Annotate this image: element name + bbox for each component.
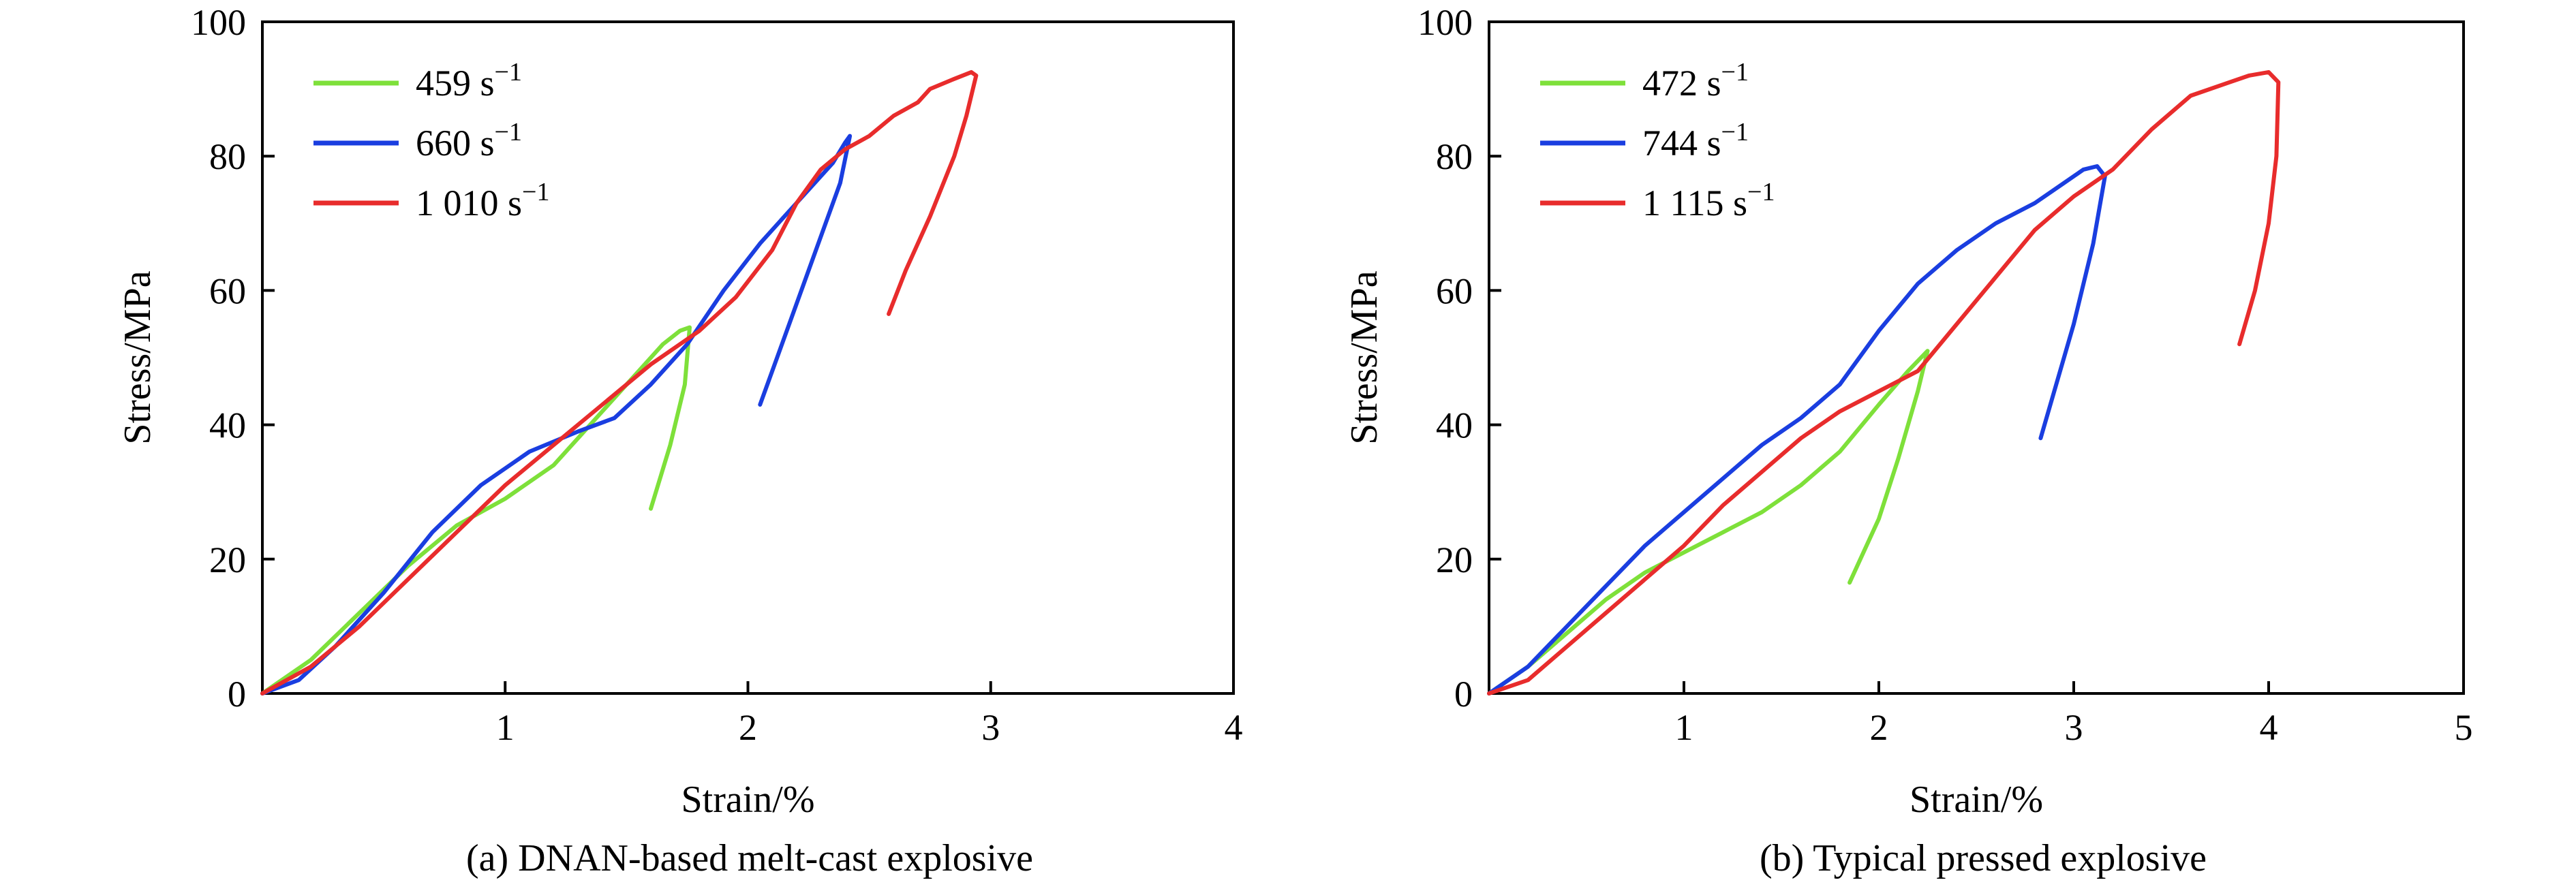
panel-a-y-tick-label: 80 xyxy=(209,136,246,177)
panel-b-y-axis-label: Stress/MPa xyxy=(1343,270,1385,444)
panel-b-series-line-2 xyxy=(1487,164,2107,695)
panel-b: (b) Typical pressed explosive 1 2 3 4 5 0 20 40… xyxy=(1343,2,2473,879)
panel-b-caption: (b) Typical pressed explosive xyxy=(1760,837,2207,879)
panel-a-y-tick-label: 60 xyxy=(209,270,246,311)
panel-a-y-tick-label: 0 xyxy=(228,674,246,715)
panel-b-y-tick-label: 60 xyxy=(1436,270,1473,311)
panel-b-legend-label-superscript: −1 xyxy=(1721,58,1749,87)
panel-b-x-tick-label: 3 xyxy=(2065,707,2083,748)
panel-a-legend-label-1: 459 s−1 xyxy=(416,58,522,104)
panel-b-legend-label-1: 472 s−1 xyxy=(1642,58,1749,104)
panel-b-legend-label-superscript: −1 xyxy=(1747,178,1775,206)
panel-a-legend-label-superscript: −1 xyxy=(495,58,522,87)
panel-b-series-line-3 xyxy=(1487,69,2281,695)
panel-a-series-line-1 xyxy=(260,325,692,695)
panel-b-legend-label-2: 744 s−1 xyxy=(1642,118,1749,163)
panel-a-x-tick-label: 2 xyxy=(739,707,757,748)
panel-a-y-axis-label: Stress/MPa xyxy=(117,270,159,444)
panel-b-x-axis-label: Strain/% xyxy=(1910,779,2043,821)
panel-a-caption: (a) DNAN-based melt-cast explosive xyxy=(466,837,1033,879)
panel-b-plot-frame xyxy=(1488,20,2465,695)
panel-b-y-tick-label: 20 xyxy=(1436,540,1473,580)
panel-b-y-tick-label: 80 xyxy=(1436,136,1473,177)
panel-a-x-tick-label: 4 xyxy=(1225,707,1243,748)
panel-b-x-tick-label: 2 xyxy=(1870,707,1888,748)
panel-b-legend-label-3: 1 115 s−1 xyxy=(1642,178,1775,223)
panel-a-x-axis-label: Strain/% xyxy=(681,779,815,821)
panel-a-legend-label-3: 1 010 s−1 xyxy=(416,178,549,223)
panel-b-series-line-1 xyxy=(1487,349,1930,695)
panel-a-y-tick-label: 100 xyxy=(191,2,246,43)
panel-b-x-tick-label: 4 xyxy=(2260,707,2278,748)
panel-a-series-line-3 xyxy=(260,69,979,695)
panel-a: (a) DNAN-based melt-cast explosive 1 2 3 40… xyxy=(117,2,1243,879)
panel-a-plot-frame xyxy=(261,20,1235,695)
panel-a-series-line-2 xyxy=(260,134,853,695)
panel-a-legend-label-superscript: −1 xyxy=(495,118,522,146)
panel-a-legend-label-2: 660 s−1 xyxy=(416,118,522,163)
panel-a-y-tick-label: 20 xyxy=(209,540,246,580)
panel-a-legend-label-superscript: −1 xyxy=(522,178,549,206)
panel-b-y-tick-label: 100 xyxy=(1417,2,1473,43)
panel-b-legend-label-superscript: −1 xyxy=(1721,118,1749,146)
panel-a-y-tick-label: 40 xyxy=(209,405,246,446)
panel-b-y-tick-label: 40 xyxy=(1436,405,1473,446)
panel-b-x-tick-label: 1 xyxy=(1675,707,1693,748)
panel-a-x-tick-label: 3 xyxy=(981,707,1000,748)
panel-b-x-tick-label: 5 xyxy=(2455,707,2473,748)
panel-a-x-tick-label: 1 xyxy=(496,707,515,748)
panel-b-y-tick-label: 0 xyxy=(1454,674,1473,715)
